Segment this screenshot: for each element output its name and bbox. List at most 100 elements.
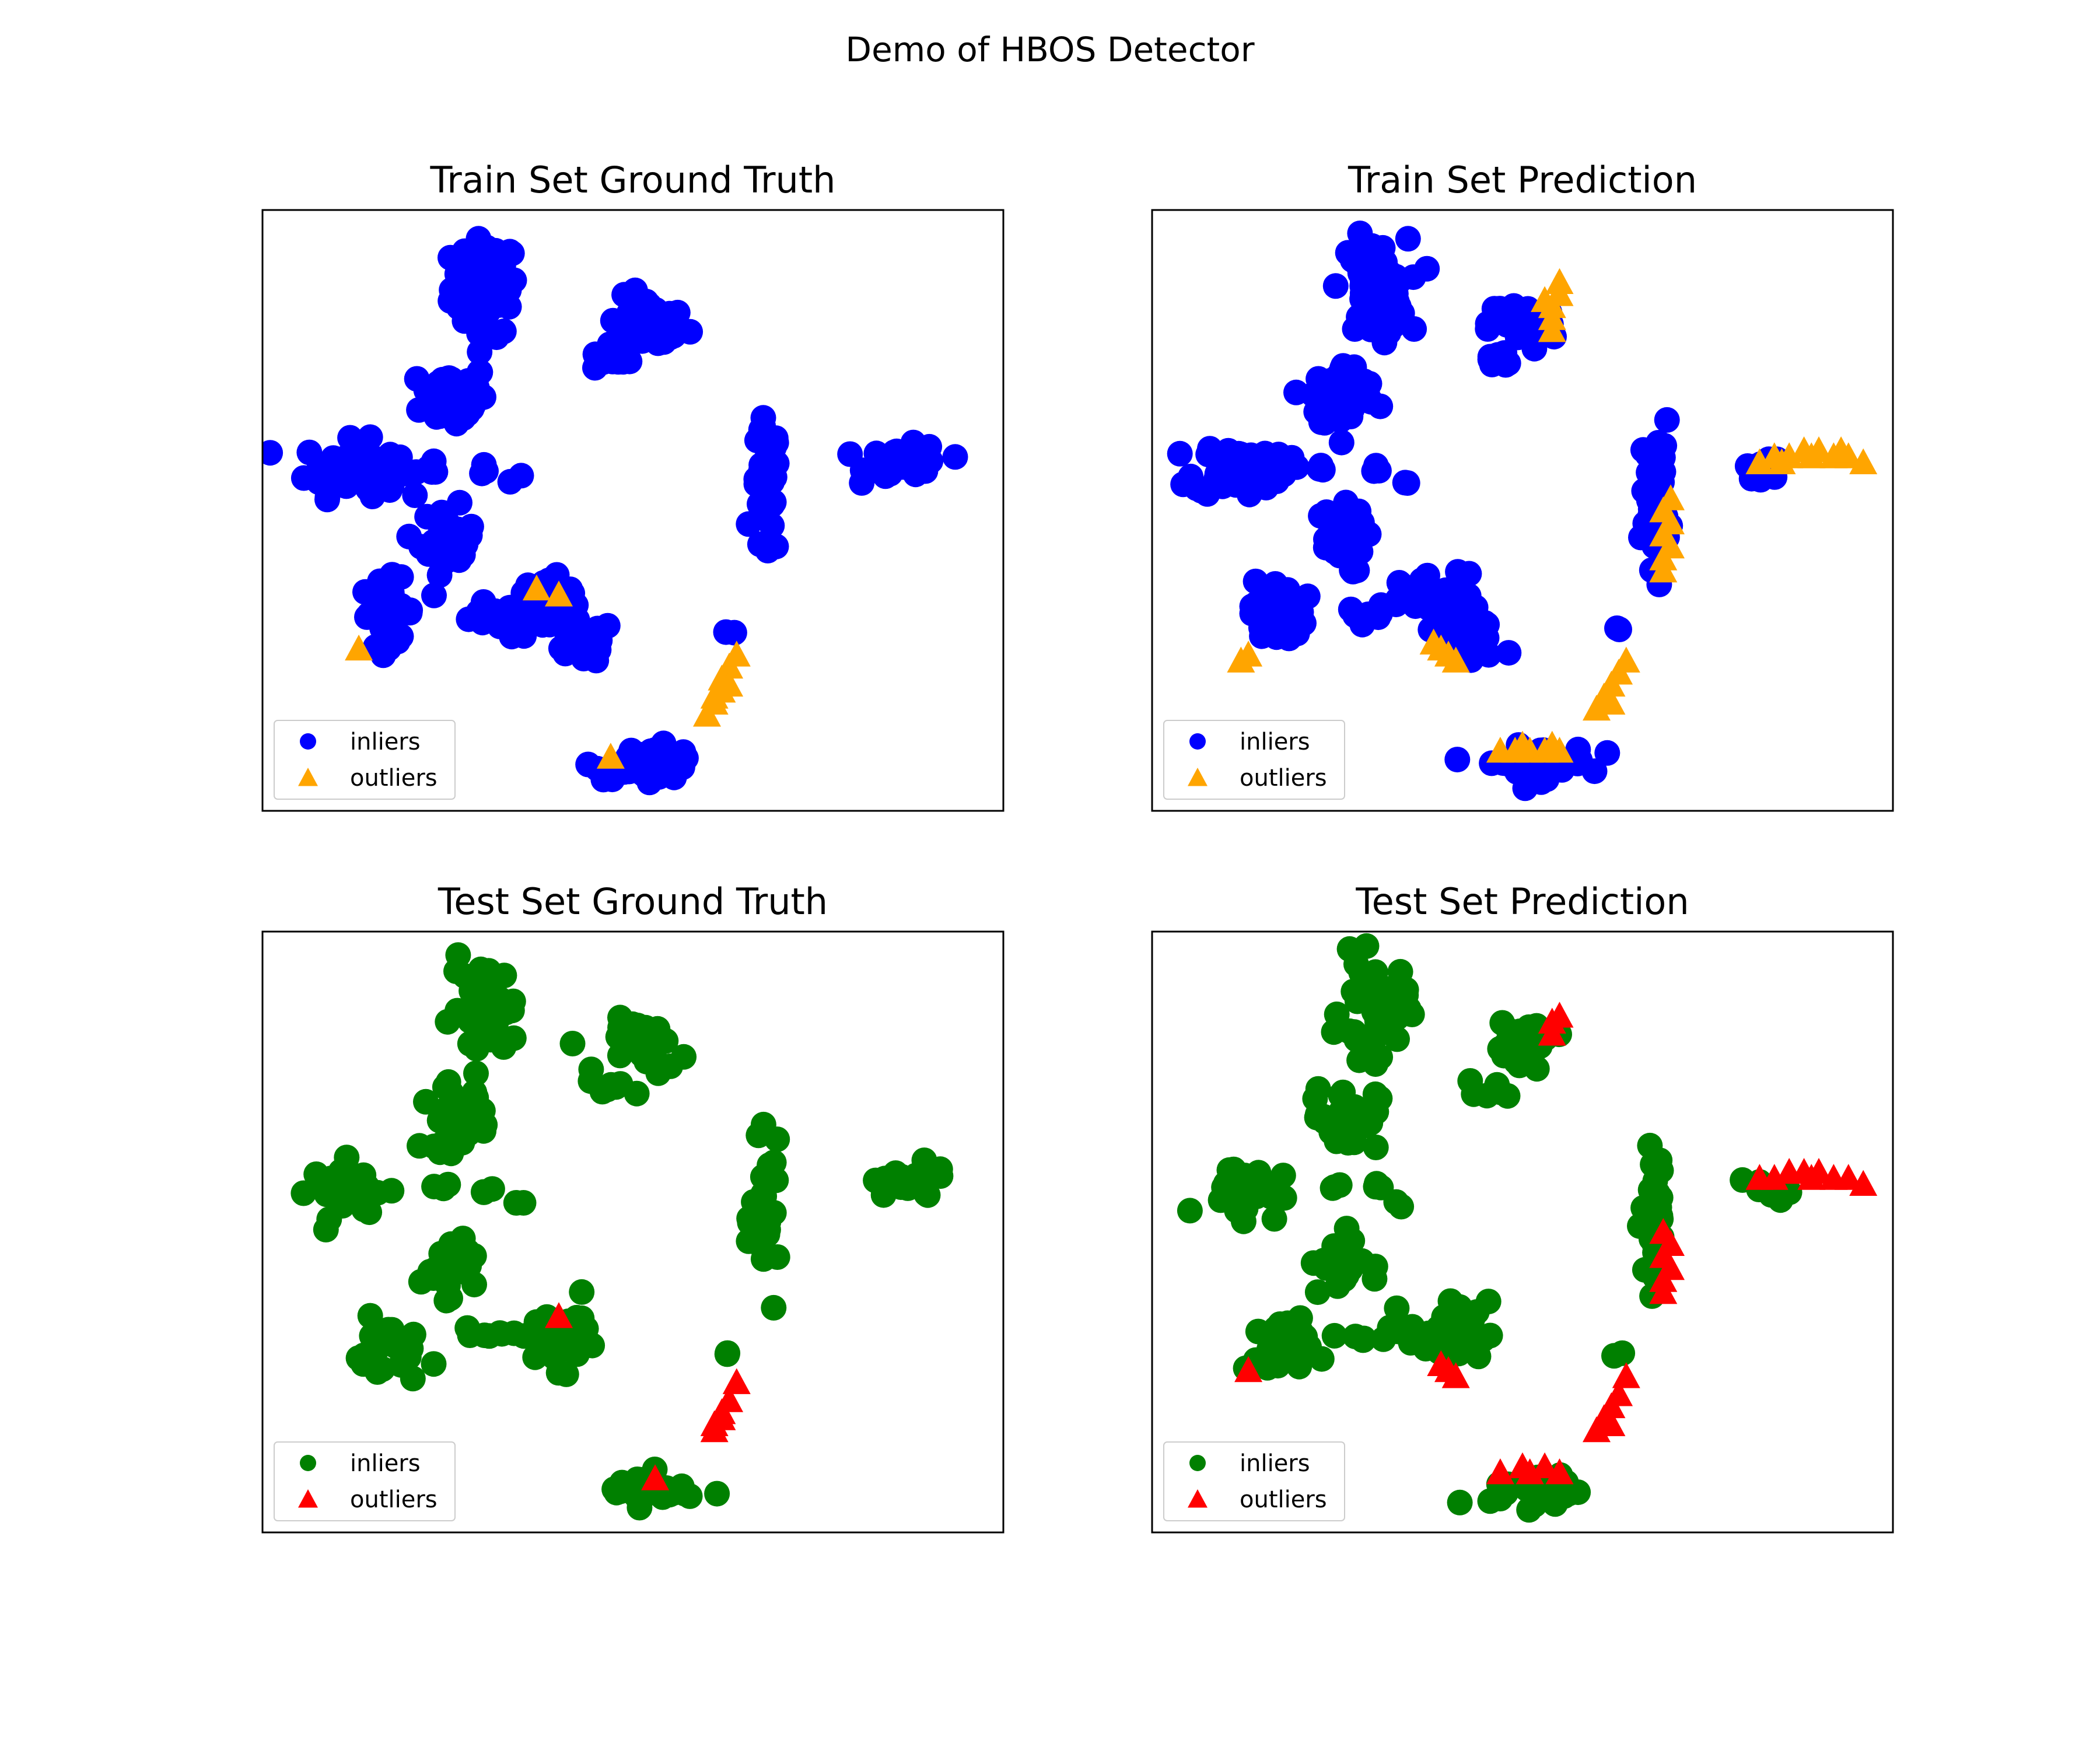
inlier-point: [435, 1095, 461, 1121]
inlier-point: [1355, 282, 1381, 308]
outlier-point: [1441, 1362, 1470, 1388]
inlier-point: [1336, 535, 1363, 561]
inlier-point: [1646, 1195, 1672, 1220]
inlier-point: [429, 1260, 456, 1286]
inlier-point: [1322, 273, 1349, 299]
outlier-point: [345, 634, 373, 661]
outlier-point: [1597, 688, 1626, 715]
inlier-point: [443, 398, 470, 425]
inlier-point: [469, 460, 495, 487]
inlier-point: [1363, 1174, 1389, 1200]
inlier-point: [290, 1180, 317, 1206]
legend-label: inliers: [1240, 729, 1310, 755]
outlier-point: [522, 574, 551, 601]
inlier-point: [877, 461, 903, 487]
inlier-point: [629, 328, 655, 354]
outlier-point: [1508, 730, 1536, 757]
inlier-point: [916, 433, 943, 460]
series-inliers: [1167, 220, 1790, 802]
inlier-point: [1542, 1491, 1568, 1517]
inlier-point: [1491, 1042, 1517, 1069]
inlier-point: [463, 1035, 489, 1062]
inlier-point: [1476, 642, 1502, 668]
inlier-point: [377, 477, 403, 503]
plot-area: [290, 942, 954, 1521]
legend-label: outliers: [1240, 1486, 1327, 1513]
inlier-point: [1204, 464, 1230, 490]
outlier-point: [722, 640, 751, 667]
inlier-point: [314, 487, 340, 513]
inlier-point: [713, 619, 739, 645]
inlier-point: [914, 1167, 940, 1193]
inlier-point: [1342, 1324, 1368, 1350]
inlier-point: [474, 235, 500, 261]
legend-triangle-marker: [1188, 1489, 1208, 1508]
inlier-point: [1384, 1295, 1410, 1321]
axes-frame: [261, 209, 1005, 812]
series-outliers: [345, 574, 751, 769]
inlier-point: [736, 511, 762, 537]
inlier-point: [1477, 1322, 1503, 1349]
inlier-point: [421, 582, 447, 608]
outlier-point: [641, 1464, 670, 1490]
legend-label: outliers: [1240, 765, 1327, 792]
inlier-point: [1394, 470, 1420, 496]
inlier-point: [379, 562, 405, 588]
inlier-point: [1239, 593, 1265, 620]
inlier-point: [477, 985, 503, 1011]
inlier-point: [1367, 1044, 1394, 1070]
inlier-point: [463, 967, 489, 993]
inlier-point: [1349, 509, 1375, 536]
inlier-point: [1304, 1279, 1331, 1306]
legend-label: inliers: [350, 1450, 421, 1477]
legend: inliers outliers: [274, 720, 456, 800]
series-inliers: [262, 226, 968, 796]
subplot-3: Test Set Ground Truth inliers outliers: [261, 880, 1005, 1534]
outlier-point: [1649, 1278, 1678, 1304]
inlier-point: [1376, 284, 1402, 310]
legend: inliers outliers: [1163, 1441, 1345, 1521]
inlier-point: [501, 267, 527, 293]
inlier-point: [624, 1080, 650, 1107]
inlier-point: [1447, 1489, 1473, 1516]
outlier-point: [715, 670, 744, 697]
inlier-point: [316, 1206, 342, 1233]
inlier-point: [764, 1126, 790, 1153]
inlier-point: [1377, 1315, 1403, 1340]
inlier-point: [1491, 351, 1517, 377]
legend-label: outliers: [350, 1486, 438, 1513]
inlier-point: [603, 1479, 629, 1506]
inlier-point: [1167, 440, 1193, 467]
inlier-point: [1363, 998, 1390, 1024]
inlier-point: [755, 537, 781, 564]
outlier-point: [1441, 646, 1470, 673]
subplot-title: Test Set Prediction: [1355, 880, 1689, 923]
inlier-point: [636, 769, 663, 796]
inlier-point: [704, 1480, 730, 1507]
inlier-point: [408, 1269, 434, 1295]
subplot-4: Test Set Prediction inliers outliers: [1151, 880, 1894, 1534]
inlier-point: [760, 435, 786, 461]
inlier-point: [491, 963, 517, 989]
inlier-point: [413, 1088, 439, 1115]
legend-circle-marker: [300, 1455, 316, 1471]
inlier-point: [671, 1044, 697, 1070]
legend: inliers outliers: [1163, 720, 1345, 800]
inlier-point: [523, 1318, 549, 1345]
inlier-point: [1263, 1315, 1289, 1342]
inlier-point: [1270, 1163, 1296, 1189]
outlier-point: [1797, 1164, 1826, 1190]
inlier-point: [414, 503, 440, 530]
inlier-point: [1328, 429, 1354, 456]
legend-triangle-marker: [298, 768, 318, 786]
outlier-point: [1612, 1362, 1640, 1388]
inlier-point: [496, 595, 523, 621]
inlier-point: [503, 1190, 529, 1216]
inlier-point: [942, 444, 968, 470]
inlier-point: [421, 1174, 447, 1200]
legend-box: [274, 720, 456, 800]
inlier-point: [1636, 487, 1662, 513]
inlier-point: [290, 465, 317, 491]
inlier-point: [1308, 453, 1334, 479]
inlier-point: [1344, 557, 1370, 583]
